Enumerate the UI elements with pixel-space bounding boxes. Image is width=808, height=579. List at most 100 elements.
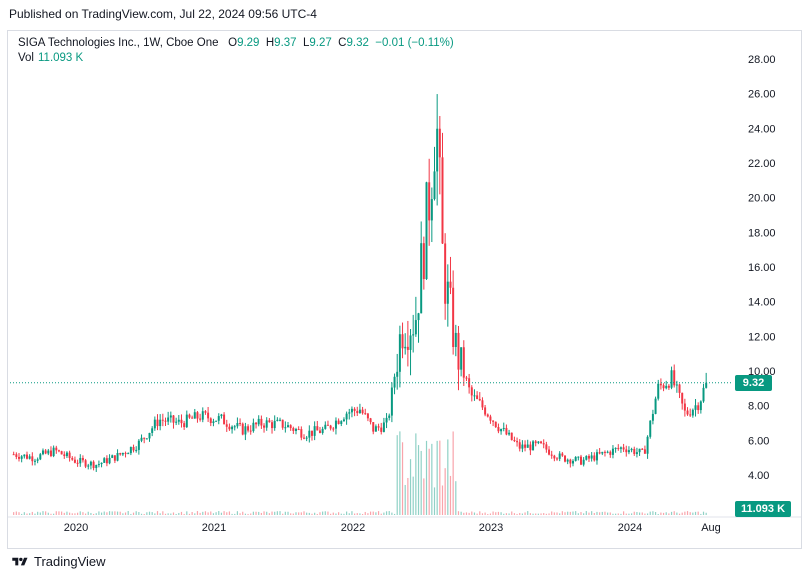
volume-bar: [479, 511, 481, 515]
volume-bar: [521, 513, 523, 515]
candle-body: [508, 432, 511, 435]
volume-bar: [353, 513, 356, 515]
volume-bar: [417, 445, 420, 515]
candle-body: [236, 423, 239, 427]
candle-body: [289, 425, 292, 429]
volume-bar: [702, 511, 705, 515]
candle-series: [12, 94, 708, 515]
volume-bar: [103, 511, 105, 515]
legend-row-ohlc: SIGA Technologies Inc., 1W, Cboe One O9.…: [18, 36, 454, 51]
candle-body: [313, 426, 316, 436]
volume-bar: [527, 511, 529, 515]
candle-body: [654, 398, 657, 414]
candle-body: [462, 347, 465, 378]
candle-body: [159, 419, 162, 427]
volume-bar: [316, 513, 318, 515]
candle-body: [249, 430, 252, 432]
candle-body: [225, 424, 228, 427]
candle-body: [697, 405, 700, 411]
candle-body: [340, 421, 343, 424]
volume-bar: [503, 513, 505, 515]
volume-bar: [114, 511, 116, 515]
candle-body: [372, 422, 375, 432]
candle-body: [401, 334, 404, 349]
candle-body: [239, 423, 242, 425]
volume-bar: [404, 484, 406, 515]
tradingview-footer[interactable]: TradingView: [10, 554, 106, 569]
candle-body: [84, 460, 87, 467]
candle-body: [606, 451, 609, 453]
candle-body: [33, 460, 36, 462]
volume-bar: [322, 511, 324, 515]
candle-body: [569, 459, 572, 464]
volume-bar: [191, 511, 193, 515]
volume-bar: [266, 511, 268, 515]
volume-bar: [455, 481, 457, 515]
volume-bar: [138, 512, 140, 515]
volume-bar: [583, 513, 585, 515]
candle-body: [454, 332, 457, 348]
candle-body: [465, 377, 468, 379]
volume-bar: [540, 513, 542, 515]
candle-body: [417, 313, 420, 321]
volume-bar: [295, 512, 297, 515]
candle-body: [590, 455, 593, 459]
volume-bar: [457, 511, 460, 515]
volume-bar: [692, 512, 694, 515]
candle-body: [540, 441, 543, 444]
candle-body: [292, 428, 295, 431]
volume-bar: [439, 440, 441, 515]
volume-bar: [66, 511, 68, 515]
symbol-description[interactable]: SIGA Technologies Inc., 1W, Cboe One: [18, 37, 219, 49]
volume-bar: [21, 513, 23, 515]
candle-body: [183, 423, 186, 428]
volume-bar: [18, 512, 20, 515]
candle-body: [550, 454, 553, 456]
candle-body: [564, 455, 567, 462]
candle-body: [449, 281, 452, 288]
candle-body: [513, 439, 516, 442]
candle-body: [68, 452, 71, 458]
candle-body: [374, 426, 377, 432]
candle-body: [297, 429, 300, 431]
open-value: 9.29: [237, 37, 260, 49]
volume-bar: [615, 513, 617, 515]
candle-body: [97, 464, 100, 466]
volume-bar: [42, 511, 44, 515]
chart-legend: SIGA Technologies Inc., 1W, Cboe One O9.…: [18, 36, 454, 66]
candle-body: [510, 432, 513, 440]
volume-bar: [500, 512, 502, 515]
volume-bar: [298, 512, 300, 515]
candle-body: [689, 414, 692, 416]
volume-bar: [676, 512, 678, 515]
candle-body: [598, 452, 601, 454]
last-volume-badge: 11.093 K: [735, 501, 791, 517]
candle-body: [18, 456, 21, 459]
volume-bar: [122, 513, 124, 515]
candle-body: [460, 347, 463, 370]
volume-bar: [423, 478, 425, 515]
volume-value: 11.093 K: [38, 52, 84, 64]
candle-body: [633, 448, 636, 455]
candle-body: [356, 410, 359, 414]
candle-body: [284, 427, 287, 429]
candle-body: [316, 426, 319, 431]
candle-body: [140, 437, 143, 441]
volume-bar: [106, 512, 108, 515]
volume-bar: [124, 512, 127, 515]
volume-bar: [684, 511, 686, 515]
candle-body: [89, 461, 92, 466]
candle-body: [263, 425, 266, 428]
candle-body: [281, 419, 284, 428]
candle-body: [558, 453, 561, 459]
candle-body: [486, 414, 489, 417]
volume-bar: [276, 511, 278, 515]
volume-bar: [69, 512, 71, 515]
candle-body: [404, 346, 407, 349]
volume-bar: [260, 512, 262, 515]
volume-bar: [13, 512, 15, 515]
candle-body: [57, 450, 60, 452]
candle-body: [678, 384, 681, 393]
candle-body: [524, 444, 527, 448]
